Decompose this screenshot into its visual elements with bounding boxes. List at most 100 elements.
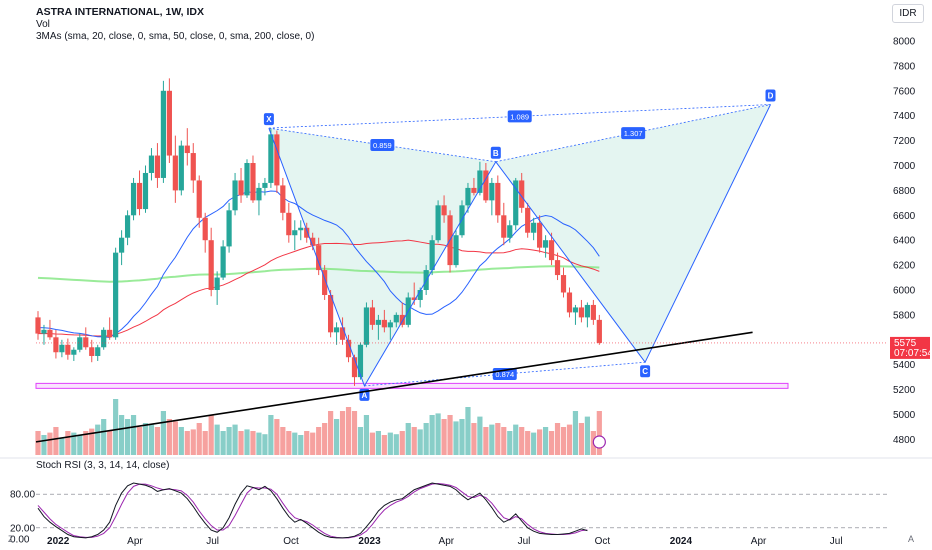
price-tick-label: 7400 [893,111,916,122]
candle-body [238,180,244,196]
volume-bar [107,431,113,455]
volume-bar [531,432,537,455]
volume-bar [596,411,602,455]
volume-bar [136,427,143,455]
price-tick-label: 5800 [893,310,916,321]
harmonic-ratio-badge [621,127,646,140]
candle-body [495,182,501,216]
volume-bar [429,415,435,455]
candle-body [83,337,89,348]
volume-bar [59,437,65,455]
volume-bar [71,432,77,455]
candle-body [375,319,381,325]
volume-bar [525,431,531,455]
candle-body [53,337,59,353]
candle-body [262,182,268,188]
price-tag-value: 5575 [894,338,917,349]
volume-bar [160,411,167,455]
volume-bar [35,431,41,455]
harmonic-ratio-label: 1.307 [624,129,643,138]
candle-body [566,292,573,313]
moving-averages-legend[interactable]: 3MAs (sma, 20, close, 0, sma, 50, close,… [36,31,315,42]
rsi-axis-label: 80.00 [10,490,35,501]
price-tick-label: 7600 [893,86,916,97]
candle-body [178,145,184,191]
harmonic-point-badge [765,89,776,102]
candle-body [113,252,119,338]
candle-body [590,304,596,320]
trendline-segment [35,331,753,443]
harmonic-point-label: D [768,91,774,100]
volume-bar [375,431,381,455]
auto-scale-icon[interactable]: A [907,534,914,544]
time-tick-label: Oct [283,536,299,547]
price-tag [890,336,930,359]
symbol-title[interactable]: ASTRA INTERNATIONAL, 1W, IDX [36,6,204,18]
candle-body [119,237,125,253]
stoch-rsi-legend[interactable]: Stoch RSI (3, 3, 14, 14, close) [36,460,170,471]
volume-bar [399,431,405,455]
price-tick-label: 5000 [893,410,916,421]
candle-body [548,240,555,261]
candle-body [387,322,393,328]
volume-bar [238,431,244,455]
volume-bar [148,424,155,455]
volume-bar [477,416,483,455]
volume-legend[interactable]: Vol [36,19,50,30]
candle-body [77,337,83,350]
candle-body [232,180,238,211]
volume-bar [483,427,489,455]
price-tick-label: 4800 [893,435,916,446]
candle-body [560,275,567,293]
time-tick-label: Apr [439,536,455,547]
price-tick-label: 7000 [893,161,916,172]
candle-body [160,90,167,178]
harmonic-ratio-label: 1.089 [510,112,529,121]
candle-body [328,294,334,333]
candle-body [298,227,304,231]
volume-bar [322,423,328,455]
candle-body [399,314,405,325]
price-tick-label: 8000 [893,37,916,48]
volume-bar [351,411,358,455]
volume-bar [101,419,107,455]
time-axis[interactable]: 2022 Apr Jul Oct 2023 Apr Jul Oct 2024 Apr Jul [47,536,843,547]
harmonic-pattern-fill[interactable] [268,104,771,386]
volume-bar [435,413,441,455]
volume-bar [572,411,579,455]
volume-bar [459,419,465,455]
price-tag-countdown: 07:07:54 [894,348,932,359]
price-tick-label: 7200 [893,136,916,147]
candle-body [202,217,208,241]
candle-body [136,182,143,210]
candle-body [381,319,387,328]
volume-bar [369,432,376,455]
candle-body [71,349,77,355]
currency-button[interactable]: IDR [892,4,924,23]
price-axis[interactable]: 8000 7800 7600 7400 7200 7000 6800 6600 6400 6200… [893,37,916,446]
candle-body [525,207,531,233]
candle-body [483,170,489,201]
candle-body [351,357,358,378]
volume-bar [47,432,53,455]
time-tick-label: 2024 [670,536,693,547]
harmonic-point-label: B [493,149,499,158]
harmonic-xab-fill [268,128,496,386]
support-zone-box [35,382,789,389]
timezone-icon[interactable]: Z [8,534,14,544]
volume-bar [393,434,399,455]
trendline[interactable] [35,331,753,443]
volume-bar [220,431,226,455]
time-tick-label: 2022 [47,536,70,547]
volume-bar [119,415,125,455]
candle-body [531,222,537,233]
volume-bar [578,423,585,455]
price-tick-label: 6400 [893,236,916,247]
candle-body [501,215,507,238]
candle-body [130,182,137,216]
candle-body [477,170,483,193]
candle-body [196,180,202,218]
volume-bar [339,411,346,455]
